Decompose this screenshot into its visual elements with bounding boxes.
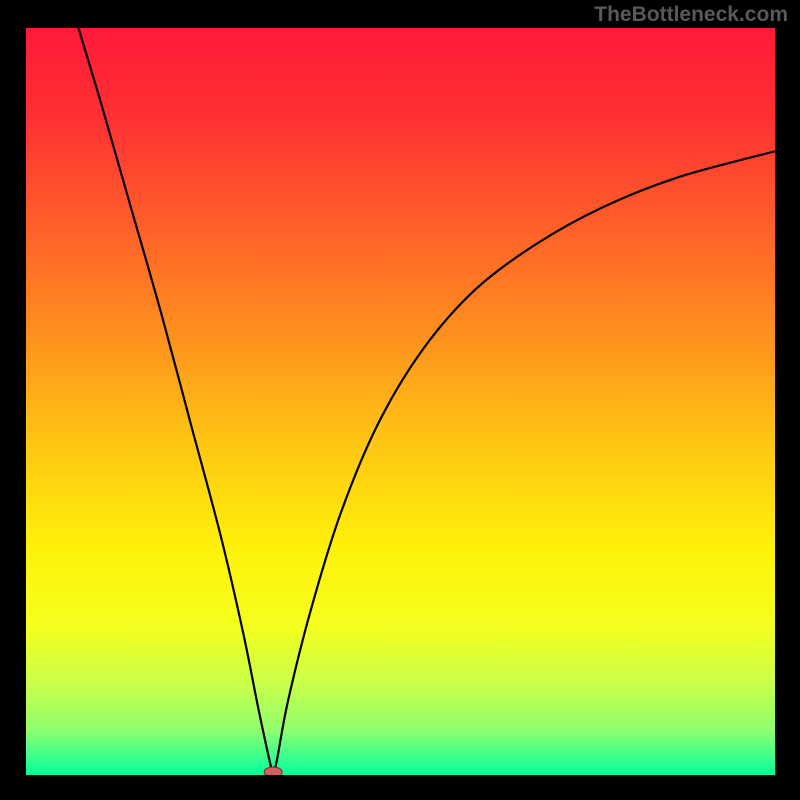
watermark-text: TheBottleneck.com: [594, 3, 788, 27]
bottleneck-chart: [0, 0, 800, 800]
chart-container: TheBottleneck.com: [0, 0, 800, 800]
